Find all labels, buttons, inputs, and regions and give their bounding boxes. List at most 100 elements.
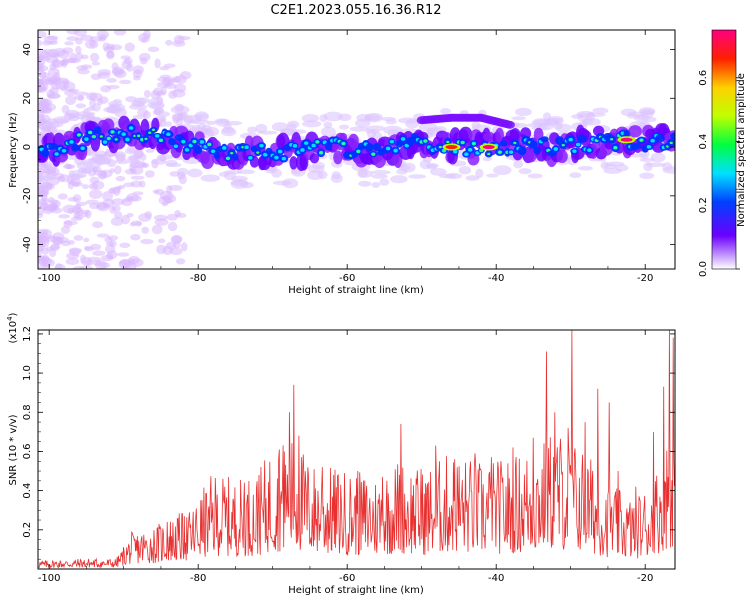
- spectrogram-speckle: [218, 171, 230, 177]
- spectrogram-core: [274, 155, 279, 160]
- snr-y-label: SNR (10 * v/v): [8, 414, 19, 485]
- spectrogram-speckle: [75, 111, 96, 117]
- spectrogram-core: [576, 134, 587, 143]
- spectrogram-speckle: [129, 222, 137, 227]
- spectrogram-speckle: [38, 62, 45, 69]
- spectrogram-speckle: [57, 49, 70, 59]
- spectrogram-speckle: [141, 37, 148, 43]
- snr-y-tick-label: 1.2: [22, 326, 33, 342]
- spectrogram-speckle: [200, 174, 221, 182]
- spectrogram-speckle: [62, 79, 70, 84]
- spectrogram-speckle: [471, 121, 481, 130]
- spectrogram-speckle: [91, 221, 104, 229]
- spectrogram-speckle: [40, 232, 48, 238]
- spectrogram-speckle: [379, 178, 390, 186]
- spectrogram-core: [385, 146, 391, 151]
- spectrogram-speckle: [47, 92, 60, 100]
- spectrogram-x-label: Height of straight line (km): [288, 285, 424, 296]
- spectrogram-speckle: [38, 72, 51, 78]
- spectrogram-band: [102, 118, 115, 133]
- spectrogram-speckle: [533, 119, 550, 125]
- spectrogram-speckle: [645, 162, 666, 168]
- spectrogram-core: [61, 148, 67, 153]
- spectrogram-speckle: [552, 121, 563, 130]
- spectrogram-speckle: [72, 265, 85, 269]
- spectrogram-speckle: [75, 91, 89, 96]
- spectrogram-speckle: [358, 180, 372, 187]
- spectrogram-speckle: [64, 41, 74, 46]
- spectrogram-y-tick-label: 20: [22, 92, 33, 105]
- spectrogram-speckle: [124, 168, 137, 175]
- spectrogram-y-tick-label: -20: [22, 188, 33, 204]
- spectrogram-speckle: [128, 153, 141, 164]
- spectrogram-speckle: [60, 84, 68, 92]
- spectrogram-core: [568, 137, 573, 142]
- spectrogram-speckle: [123, 182, 135, 187]
- spectrogram-speckle: [69, 248, 81, 257]
- spectrogram-core: [230, 151, 234, 155]
- spectrogram-speckle: [133, 97, 146, 107]
- spectrogram-core: [513, 141, 517, 145]
- spectrogram-speckle: [95, 260, 107, 269]
- colorbar-tick-label: 0.6: [698, 70, 709, 86]
- spectrogram-speckle: [323, 111, 343, 122]
- spectrogram-speckle: [96, 202, 110, 212]
- spectrogram-speckle: [38, 175, 57, 181]
- spectrogram-core: [71, 143, 80, 152]
- spectrogram-speckle: [167, 78, 174, 87]
- spectrogram-speckle: [119, 79, 132, 85]
- spectrogram-peak: [445, 145, 458, 150]
- spectrogram-core: [263, 152, 268, 157]
- spectrogram-speckle: [582, 118, 601, 126]
- spectrogram-x-tick-label: -60: [339, 273, 355, 284]
- spectrogram-speckle: [650, 152, 666, 163]
- spectrogram-core: [259, 143, 264, 148]
- spectrogram-speckle: [66, 164, 73, 170]
- spectrogram-core: [199, 140, 205, 144]
- spectrogram-core: [315, 140, 319, 144]
- spectrogram-speckle: [46, 236, 60, 243]
- spectrogram-core: [634, 142, 641, 150]
- spectrogram-speckle: [111, 198, 125, 206]
- spectrogram-speckle: [639, 157, 655, 162]
- spectrogram-speckle: [118, 260, 128, 265]
- spectrogram-core: [372, 143, 382, 152]
- spectrogram-speckle: [323, 121, 333, 129]
- spectrogram-speckle: [371, 174, 388, 179]
- spectrogram-speckle: [168, 90, 178, 99]
- spectrogram-core: [464, 152, 469, 157]
- spectrogram-speckle: [271, 122, 289, 132]
- spectrogram-core: [155, 134, 160, 138]
- spectrogram-speckle: [110, 217, 124, 226]
- colorbar-tick-label: 0.4: [698, 134, 709, 150]
- spectrogram-core: [256, 151, 260, 154]
- spectrogram-speckle: [154, 58, 161, 69]
- spectrogram-speckle: [513, 160, 524, 169]
- spectrogram-speckle: [121, 214, 131, 225]
- spectrogram-speckle: [82, 184, 89, 190]
- spectrogram-speckle: [72, 169, 89, 174]
- spectrogram-speckle: [206, 120, 217, 125]
- spectrogram-core: [472, 142, 476, 145]
- spectrogram-speckle: [57, 193, 68, 200]
- spectrogram-core: [80, 146, 85, 151]
- spectrogram-speckle: [72, 204, 82, 215]
- spectrogram-x-tick-label: -40: [488, 273, 504, 284]
- spectrogram-core: [498, 150, 502, 154]
- spectrogram-speckle: [38, 243, 44, 253]
- spectrogram-speckle: [106, 77, 117, 83]
- spectrogram-speckle: [114, 69, 127, 79]
- spectrogram-speckle: [38, 236, 47, 244]
- spectrogram-speckle: [175, 117, 184, 126]
- spectrogram-speckle: [172, 241, 181, 249]
- spectrogram-core: [356, 150, 360, 153]
- spectrogram-speckle: [72, 194, 82, 203]
- spectrogram-speckle: [642, 116, 657, 123]
- spectrogram-speckle: [105, 241, 114, 247]
- spectrogram-speckle: [281, 178, 299, 189]
- spectrogram-speckle: [156, 153, 174, 160]
- spectrogram-speckle: [145, 148, 155, 153]
- spectrogram-speckle: [165, 39, 173, 46]
- spectrogram-speckle: [100, 85, 112, 93]
- spectrogram-speckle: [639, 172, 655, 180]
